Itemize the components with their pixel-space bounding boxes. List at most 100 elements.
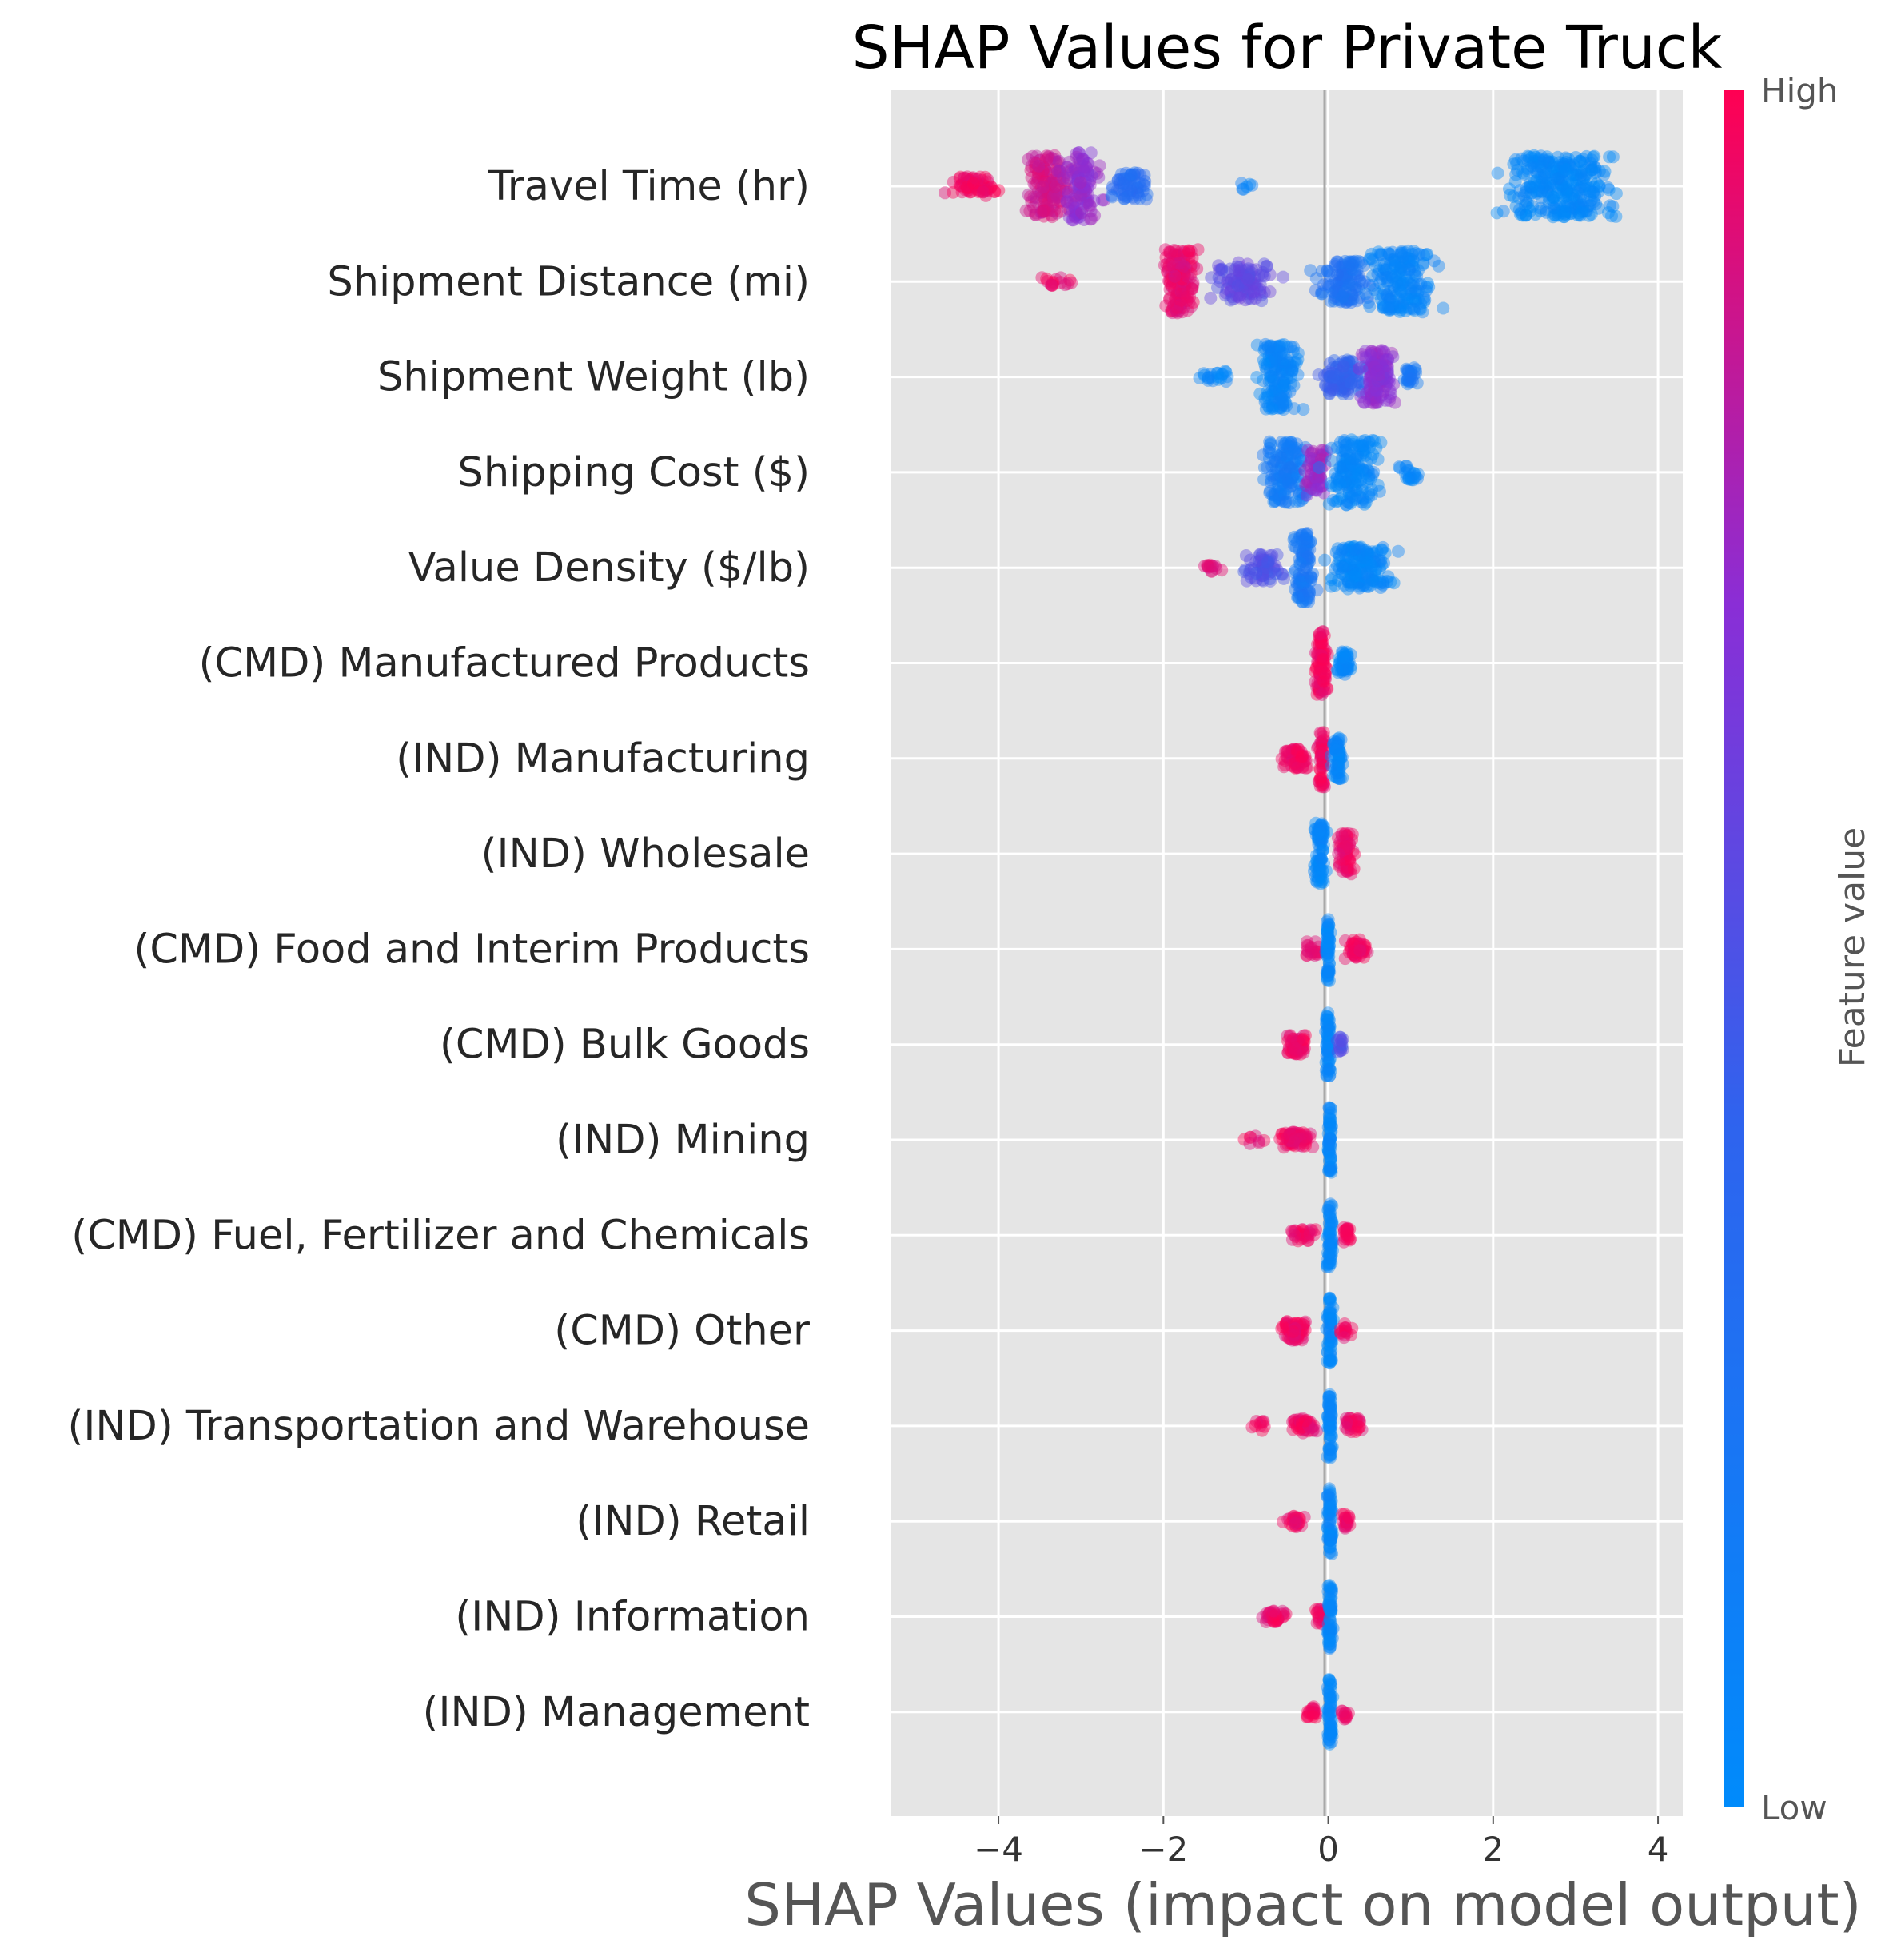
shap-point [1050, 165, 1064, 178]
shap-point [1573, 209, 1587, 222]
shap-point [1077, 182, 1090, 195]
shap-point [1022, 153, 1035, 166]
shap-point [1344, 579, 1357, 592]
feature-label: (CMD) Other [554, 1308, 810, 1355]
shap-point [1311, 827, 1325, 841]
shap-point [1166, 280, 1178, 293]
shap-point [1342, 260, 1356, 273]
shap-point [1036, 165, 1050, 179]
shap-point [1162, 245, 1176, 259]
shap-point [1301, 1705, 1314, 1719]
shap-point [1163, 274, 1177, 288]
shap-point [1523, 177, 1536, 190]
shap-point [1355, 277, 1369, 290]
shap-point [1160, 257, 1174, 271]
shap-point [1555, 166, 1568, 180]
shap-point [1169, 269, 1182, 282]
shap-point [1063, 155, 1076, 169]
shap-point [1039, 185, 1053, 199]
shap-point [1078, 213, 1091, 226]
shap-point [1253, 278, 1267, 292]
shap-point [1079, 169, 1092, 182]
shap-point [1178, 278, 1192, 292]
shap-point [1514, 206, 1528, 220]
shap-point [1232, 256, 1245, 269]
shap-point [1572, 206, 1586, 220]
shap-point [1321, 935, 1334, 949]
shap-point [1125, 180, 1138, 193]
shap-point [1042, 151, 1055, 165]
shap-point [1531, 159, 1544, 173]
shap-point [1546, 190, 1560, 204]
shap-point [1070, 150, 1083, 164]
shap-point [1044, 189, 1057, 202]
shap-point [1350, 270, 1364, 283]
shap-point [1343, 257, 1356, 271]
shap-point [1032, 166, 1045, 180]
shap-point [1552, 171, 1566, 185]
shap-point [1342, 1511, 1356, 1524]
shap-point [1588, 189, 1602, 203]
shap-point [1584, 208, 1598, 221]
shap-point [1230, 274, 1244, 288]
shap-point [981, 183, 994, 197]
shap-point [1048, 204, 1062, 217]
shap-point [1606, 150, 1620, 164]
shap-point [1169, 272, 1182, 285]
shap-point [1037, 161, 1050, 175]
shap-point [1176, 277, 1190, 289]
shap-point [1166, 306, 1179, 320]
shap-point [1079, 183, 1093, 197]
shap-point [1509, 200, 1523, 213]
x-tick-label: 2 [1482, 1830, 1504, 1869]
shap-point [1033, 153, 1046, 167]
x-axis-label: SHAP Values (impact on model output) [744, 1871, 1862, 1938]
shap-point [1533, 153, 1546, 167]
shap-point [1127, 169, 1141, 181]
shap-point [1236, 182, 1249, 196]
shap-point [1584, 193, 1598, 207]
shap-point [1047, 193, 1061, 207]
shap-point [1065, 163, 1078, 177]
shap-point [1111, 173, 1125, 186]
shap-point [1040, 197, 1054, 211]
shap-point [1046, 210, 1059, 224]
shap-point [1030, 195, 1043, 209]
shap-point [1066, 165, 1079, 179]
shap-point [1359, 351, 1373, 365]
shap-point [1211, 281, 1224, 294]
shap-point [1527, 154, 1540, 168]
shap-point [1177, 259, 1190, 273]
shap-point [1324, 1719, 1337, 1731]
shap-point [1556, 159, 1570, 173]
shap-point [970, 178, 983, 192]
shap-point [1081, 181, 1094, 195]
shap-point [1246, 277, 1260, 290]
shap-point [1243, 177, 1257, 191]
shap-point [1556, 165, 1570, 179]
shap-point [1041, 274, 1054, 288]
shap-point [1567, 168, 1580, 181]
shap-point [1070, 173, 1084, 186]
shap-point [1165, 304, 1178, 317]
shap-point [1047, 153, 1061, 165]
shap-point [1062, 188, 1076, 201]
shap-point [1174, 267, 1187, 280]
shap-point [971, 173, 985, 186]
shap-point [1519, 209, 1532, 222]
shap-point [1212, 271, 1225, 285]
shap-point [1170, 263, 1184, 277]
shap-point [1340, 860, 1353, 874]
shap-point [1240, 263, 1253, 277]
shap-point [1584, 161, 1597, 174]
shap-point [1323, 1579, 1337, 1592]
shap-point [1178, 266, 1191, 280]
shap-point [1343, 285, 1357, 298]
shap-point [1163, 282, 1177, 296]
shap-point [1247, 287, 1260, 301]
feature-label: Shipping Cost ($) [457, 449, 810, 496]
x-tick-label: 4 [1648, 1830, 1669, 1869]
shap-point [1110, 184, 1124, 197]
shap-point [1030, 149, 1043, 163]
shap-point [1242, 292, 1255, 305]
